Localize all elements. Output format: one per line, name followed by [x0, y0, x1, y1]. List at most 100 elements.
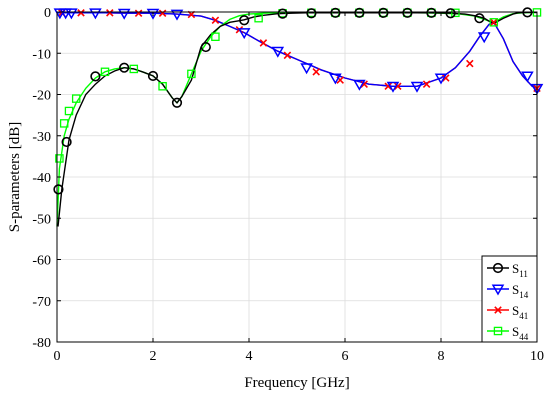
data-point-s44 [64, 106, 74, 116]
data-point-s44 [187, 69, 196, 79]
data-point-s44 [55, 154, 64, 163]
data-point-s14 [477, 32, 491, 44]
data-point-s41 [211, 16, 220, 25]
data-point-s14 [434, 73, 448, 85]
series-line-s14 [57, 12, 538, 89]
data-point-s11 [200, 41, 211, 53]
legend-marker-s44 [493, 326, 503, 336]
data-point-s41 [106, 9, 114, 17]
legend-marker-s41-stroke [494, 306, 502, 314]
data-point-s41-stroke [312, 68, 320, 76]
data-point-s44 [59, 119, 69, 128]
x-tick-label: 0 [54, 349, 61, 364]
data-point-s41-stroke [490, 18, 498, 27]
data-point-s11 [147, 70, 159, 82]
data-point-s11 [53, 184, 64, 195]
x-tick-label: 8 [438, 349, 445, 364]
y-axis-label: S-parameters [dB] [7, 122, 23, 232]
data-point-s44 [71, 94, 81, 103]
data-point-s41 [77, 9, 85, 17]
data-point-s44 [100, 67, 110, 77]
data-point-s14 [65, 8, 78, 20]
grid [56, 11, 538, 343]
data-point-s11 [90, 71, 101, 82]
axis-ticks: 0 2 4 6 8 10 0 -10 -20 -30 -40 -50 -60 -70 -80 [32, 6, 544, 364]
data-point-s11 [330, 7, 341, 18]
data-point-s41-stroke [77, 9, 85, 17]
series-line-s41 [57, 12, 538, 89]
legend-item-s44: S44 [487, 324, 529, 342]
legend-marker-s14 [491, 284, 505, 296]
y-tick-label: -60 [32, 254, 51, 269]
data-point-s14 [146, 8, 160, 20]
data-point-s14 [521, 71, 534, 83]
legend-item-s14: S14 [487, 282, 529, 300]
y-tick-label: -70 [32, 295, 51, 310]
data-point-s14 [89, 8, 102, 20]
x-tick-label: 10 [530, 349, 544, 364]
x-tick-label: 2 [150, 349, 157, 364]
data-point-s41-stroke [106, 9, 114, 17]
data-point-s41 [384, 82, 392, 91]
y-tick-label: -40 [32, 171, 51, 186]
legend-label-s11: S11 [512, 261, 528, 279]
x-tick-label: 6 [342, 349, 349, 364]
y-tick-label: -50 [32, 212, 51, 227]
data-point-s41-stroke [211, 16, 220, 25]
data-point-s41 [360, 80, 368, 88]
data-point-s44 [129, 64, 139, 74]
data-point-s11 [354, 7, 365, 18]
data-point-s11 [306, 8, 317, 19]
legend-marker-s11 [492, 262, 504, 274]
data-point-s41 [466, 59, 474, 68]
data-point-s44 [489, 18, 499, 27]
data-point-s41 [490, 18, 498, 27]
y-tick-label: -30 [32, 130, 51, 145]
data-point-s41 [312, 68, 320, 76]
data-point-s41-stroke [442, 74, 450, 82]
data-point-s11 [171, 97, 183, 108]
data-point-s41 [422, 80, 431, 88]
x-tick-label: 4 [246, 349, 253, 364]
data-point-s11 [402, 7, 413, 18]
data-point-s41-stroke [158, 9, 167, 18]
legend-item-s11: S11 [487, 261, 528, 279]
legend-item-s41: S41 [487, 303, 528, 321]
legend-box [481, 255, 538, 343]
legend-label-s41: S41 [512, 303, 528, 321]
data-point-s11 [426, 7, 437, 18]
data-point-s11 [61, 136, 72, 148]
data-point-s41-stroke [259, 39, 268, 47]
data-point-s41-stroke [336, 76, 344, 84]
data-point-s11 [277, 8, 288, 19]
data-point-s41-stroke [422, 80, 431, 88]
legend-label-s44: S44 [512, 324, 529, 342]
data-point-s14 [353, 79, 366, 91]
data-point-s41-stroke [360, 80, 368, 88]
legend-marker-s41 [494, 306, 502, 314]
data-point-s11 [445, 8, 456, 19]
data-point-s41 [259, 39, 268, 47]
data-point-s14 [386, 81, 400, 93]
y-tick-label: -20 [32, 89, 51, 104]
y-tick-label: -10 [32, 47, 51, 62]
x-axis-label: Frequency [GHz] [244, 375, 349, 391]
data-point-s14 [117, 8, 131, 20]
data-point-s14 [410, 81, 424, 93]
data-point-s41-stroke [134, 9, 143, 18]
data-point-s41-stroke [466, 59, 474, 68]
data-point-s44 [211, 32, 220, 42]
data-point-s11 [378, 7, 389, 18]
data-point-s41 [394, 82, 402, 91]
data-point-s14 [271, 46, 285, 58]
legend-label-s14: S14 [512, 282, 529, 300]
data-point-s41 [283, 51, 292, 60]
data-point-s14 [237, 28, 251, 40]
data-point-s11 [119, 62, 130, 73]
data-point-s41 [442, 74, 450, 82]
data-point-s41 [158, 9, 167, 18]
data-point-s14 [170, 9, 184, 21]
series-lines [56, 11, 538, 227]
data-point-s14 [300, 63, 313, 75]
series-line-s44 [56, 11, 538, 227]
